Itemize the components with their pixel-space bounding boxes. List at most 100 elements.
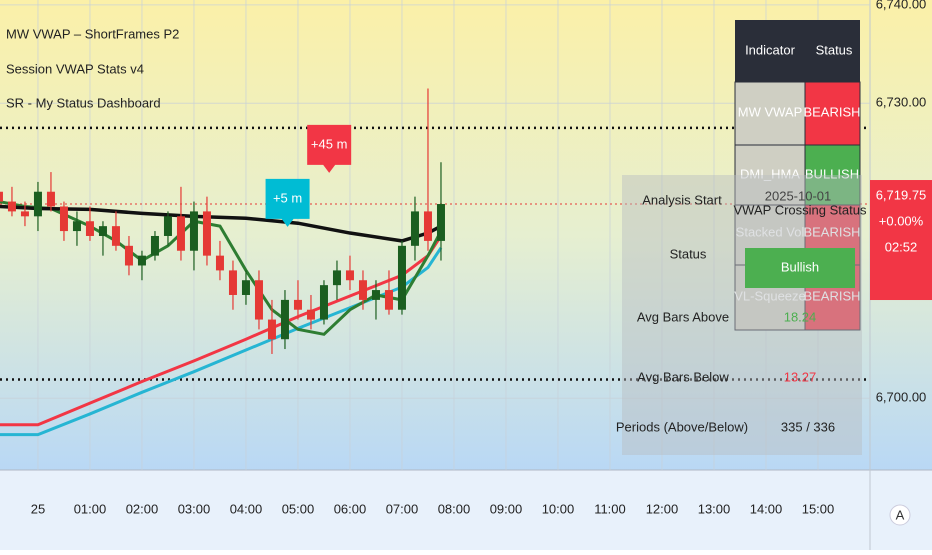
legend-entry: MW VWAP – ShortFrames P2 xyxy=(6,26,179,41)
candle-body xyxy=(137,255,146,266)
callout-label: +45 m xyxy=(311,136,348,151)
candle-body xyxy=(124,245,133,266)
cell xyxy=(804,81,861,146)
candle-body xyxy=(189,211,198,251)
x-tick-label: 10:00 xyxy=(542,501,575,516)
panel-background xyxy=(622,175,862,455)
callout xyxy=(307,124,352,173)
x-tick-label: 09:00 xyxy=(490,501,523,516)
candle-body xyxy=(306,309,315,320)
candle-body xyxy=(358,280,367,300)
indicator-status: BEARISH xyxy=(803,104,860,119)
candle-body xyxy=(20,211,29,217)
indicator-name: VL-Squeeze xyxy=(734,288,806,303)
candle-body xyxy=(410,211,419,246)
stat-value: 2025-10-01 xyxy=(765,188,832,203)
x-tick-label: 14:00 xyxy=(750,501,783,516)
indicator-line xyxy=(0,235,443,427)
indicator-line xyxy=(0,246,443,437)
indicator-status: BEARISH xyxy=(803,288,860,303)
candle-body xyxy=(46,191,55,207)
auto-scale-label[interactable]: A xyxy=(896,507,905,522)
candle-body xyxy=(280,299,289,340)
candle-body xyxy=(163,216,172,236)
candle-body xyxy=(267,319,276,340)
candle-body xyxy=(0,191,3,202)
candle-body xyxy=(85,221,94,236)
candle-body xyxy=(293,299,302,310)
legend-entry: Session VWAP Stats v4 xyxy=(6,61,144,76)
price-badge xyxy=(870,180,932,301)
indicator-name: Stacked Vol xyxy=(736,224,805,239)
candle-body xyxy=(98,226,107,236)
candle-body xyxy=(332,270,341,286)
stat-label: Analysis Start xyxy=(642,192,722,207)
table-header xyxy=(735,20,860,82)
change-label: +0.00% xyxy=(879,213,924,228)
x-tick-label: 06:00 xyxy=(334,501,367,516)
stat-label: Status xyxy=(670,246,707,261)
candle-body xyxy=(345,270,354,281)
candle-body xyxy=(33,191,42,217)
stat-value: Bullish xyxy=(781,259,819,274)
y-tick-label: 6,730.00 xyxy=(876,95,927,110)
stats-panel: VWAP Crossing Status Analysis Start 2025… xyxy=(616,175,867,455)
candle-body xyxy=(241,280,250,295)
candle-body xyxy=(202,211,211,256)
candle-body xyxy=(319,285,328,320)
status-badge xyxy=(745,248,855,288)
indicator-line xyxy=(0,204,442,243)
callout-label: +5 m xyxy=(273,190,302,205)
indicator-status: BULLISH xyxy=(805,166,859,181)
x-tick-label: 01:00 xyxy=(74,501,107,516)
stat-label: Avg Bars Above xyxy=(637,309,729,324)
x-tick-label: 13:00 xyxy=(698,501,731,516)
candle-body xyxy=(228,270,237,295)
stat-label: Periods (Above/Below) xyxy=(616,419,748,434)
indicator-name: MW VWAP xyxy=(738,104,803,119)
candle-body xyxy=(150,235,159,256)
countdown-label: 02:52 xyxy=(885,239,918,254)
header-cell: Indicator xyxy=(745,42,796,57)
time-axis xyxy=(0,470,932,550)
candle-body xyxy=(72,221,81,232)
y-tick-label: 6,700.00 xyxy=(876,390,927,405)
x-tick-label: 08:00 xyxy=(438,501,471,516)
candle-body xyxy=(384,290,393,310)
x-tick-label: 25 xyxy=(31,501,45,516)
y-tick-label: 6,740.00 xyxy=(876,0,927,11)
candle-body xyxy=(215,255,224,271)
candle-body xyxy=(436,204,445,241)
auto-scale-button[interactable] xyxy=(889,504,911,526)
x-tick-label: 11:00 xyxy=(594,501,626,516)
x-tick-label: 07:00 xyxy=(386,501,419,516)
candle-body xyxy=(397,245,406,310)
indicator-line xyxy=(0,200,443,336)
candle-body xyxy=(111,226,120,246)
panel-title: VWAP Crossing Status xyxy=(734,202,867,217)
x-tick-label: 05:00 xyxy=(282,501,315,516)
candle-body xyxy=(59,206,68,232)
indicator-name: DMI_HMA xyxy=(740,166,800,181)
last-price-label: 6,719.75 xyxy=(876,187,927,202)
stat-value: 18.24 xyxy=(784,309,817,324)
header-cell: Status xyxy=(816,42,853,57)
callout xyxy=(265,178,310,227)
x-tick-label: 12:00 xyxy=(646,501,679,516)
stat-label: Avg Bars Below xyxy=(637,369,729,384)
candle-body xyxy=(7,201,16,212)
candle-body xyxy=(254,280,263,320)
x-tick-label: 03:00 xyxy=(178,501,211,516)
cell xyxy=(804,144,861,206)
candle-body xyxy=(423,211,432,241)
stat-value: 13.27 xyxy=(784,369,817,384)
x-tick-label: 02:00 xyxy=(126,501,159,516)
stat-value: 335 / 336 xyxy=(781,419,835,434)
legend-entry: SR - My Status Dashboard xyxy=(6,95,161,110)
x-tick-label: 04:00 xyxy=(230,501,263,516)
indicator-status: BEARISH xyxy=(803,224,860,239)
candle-body xyxy=(371,290,380,300)
candle-body xyxy=(176,216,185,251)
x-tick-label: 15:00 xyxy=(802,501,835,516)
